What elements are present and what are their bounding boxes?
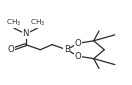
Text: O: O	[74, 52, 81, 61]
Text: B: B	[64, 45, 70, 54]
Text: N: N	[22, 29, 29, 39]
Text: CH$_3$: CH$_3$	[6, 18, 22, 28]
Text: O: O	[8, 45, 15, 54]
Text: O: O	[74, 39, 81, 48]
Text: CH$_3$: CH$_3$	[30, 18, 45, 28]
